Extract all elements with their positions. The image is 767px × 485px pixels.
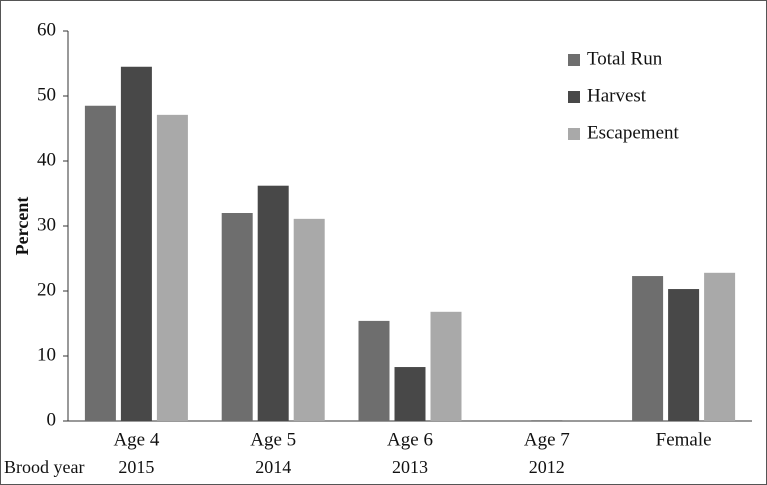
bar (293, 218, 325, 421)
x-tick-label: Age 7 (524, 429, 570, 450)
bar (531, 420, 563, 421)
bar (221, 213, 253, 421)
bar (257, 185, 289, 421)
x-tick-sublabel: 2015 (118, 457, 154, 477)
bar (430, 311, 462, 421)
y-tick-label: 0 (47, 409, 57, 430)
legend-label: Harvest (587, 85, 647, 106)
y-tick-label: 10 (37, 344, 56, 365)
bar (156, 114, 188, 421)
x-tick-sublabel: 2014 (255, 457, 291, 477)
x-tick-label: Age 5 (250, 429, 296, 450)
bar (84, 105, 116, 421)
bar (704, 272, 736, 421)
second-row-label: Brood year (4, 457, 84, 477)
legend-swatch (568, 91, 580, 103)
x-tick-label: Female (656, 429, 712, 450)
legend-label: Escapement (587, 122, 680, 143)
legend-swatch (568, 54, 580, 66)
x-tick-sublabel: 2012 (529, 457, 565, 477)
y-tick-label: 60 (37, 19, 56, 40)
x-tick-label: Age 4 (113, 429, 159, 450)
x-tick-sublabel: 2013 (392, 457, 428, 477)
bar (358, 320, 390, 421)
y-tick-label: 20 (37, 279, 56, 300)
bar (632, 276, 664, 421)
bar (668, 289, 700, 421)
bar (394, 367, 426, 421)
y-tick-label: 40 (37, 149, 56, 170)
y-axis-label: Percent (12, 197, 32, 256)
y-tick-label: 30 (37, 214, 56, 235)
bar (120, 66, 152, 421)
y-tick-label: 50 (37, 84, 56, 105)
legend-label: Total Run (587, 48, 663, 69)
legend-swatch (568, 128, 580, 140)
x-tick-label: Age 6 (387, 429, 433, 450)
